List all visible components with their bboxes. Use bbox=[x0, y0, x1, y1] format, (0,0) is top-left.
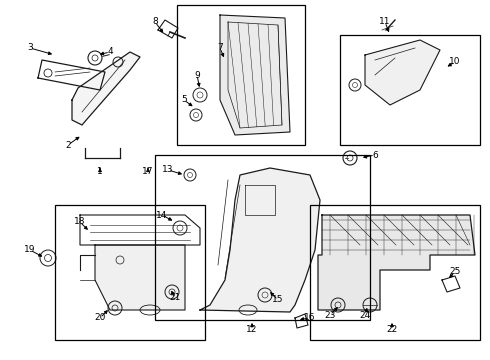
Text: 2: 2 bbox=[65, 140, 71, 149]
Text: 25: 25 bbox=[449, 267, 461, 276]
Text: 13: 13 bbox=[162, 166, 174, 175]
Text: 14: 14 bbox=[156, 211, 168, 220]
Bar bbox=[340, 35, 480, 145]
Text: 7: 7 bbox=[217, 44, 223, 53]
Text: 16: 16 bbox=[304, 314, 316, 323]
Polygon shape bbox=[95, 245, 185, 310]
Polygon shape bbox=[72, 52, 140, 125]
Text: 11: 11 bbox=[379, 18, 391, 27]
Text: 19: 19 bbox=[24, 246, 36, 255]
Text: 20: 20 bbox=[94, 314, 106, 323]
Text: 9: 9 bbox=[194, 71, 200, 80]
Text: 17: 17 bbox=[142, 167, 154, 176]
Bar bbox=[55, 205, 205, 340]
Text: 22: 22 bbox=[387, 325, 397, 334]
Bar bbox=[155, 155, 370, 320]
Text: 6: 6 bbox=[372, 150, 378, 159]
Text: 3: 3 bbox=[27, 44, 33, 53]
Text: 5: 5 bbox=[181, 95, 187, 104]
Text: 15: 15 bbox=[272, 296, 284, 305]
Polygon shape bbox=[318, 215, 475, 310]
Text: 24: 24 bbox=[359, 310, 370, 320]
Text: 12: 12 bbox=[246, 325, 258, 334]
Text: 10: 10 bbox=[449, 58, 461, 67]
Text: 23: 23 bbox=[324, 310, 336, 320]
Bar bbox=[310, 205, 480, 340]
Polygon shape bbox=[365, 40, 440, 105]
Bar bbox=[177, 5, 305, 145]
Text: 18: 18 bbox=[74, 217, 86, 226]
Polygon shape bbox=[200, 168, 320, 312]
Text: 1: 1 bbox=[97, 167, 103, 176]
Polygon shape bbox=[220, 15, 290, 135]
Text: 4: 4 bbox=[107, 48, 113, 57]
Text: 21: 21 bbox=[170, 293, 181, 302]
Text: 8: 8 bbox=[152, 18, 158, 27]
